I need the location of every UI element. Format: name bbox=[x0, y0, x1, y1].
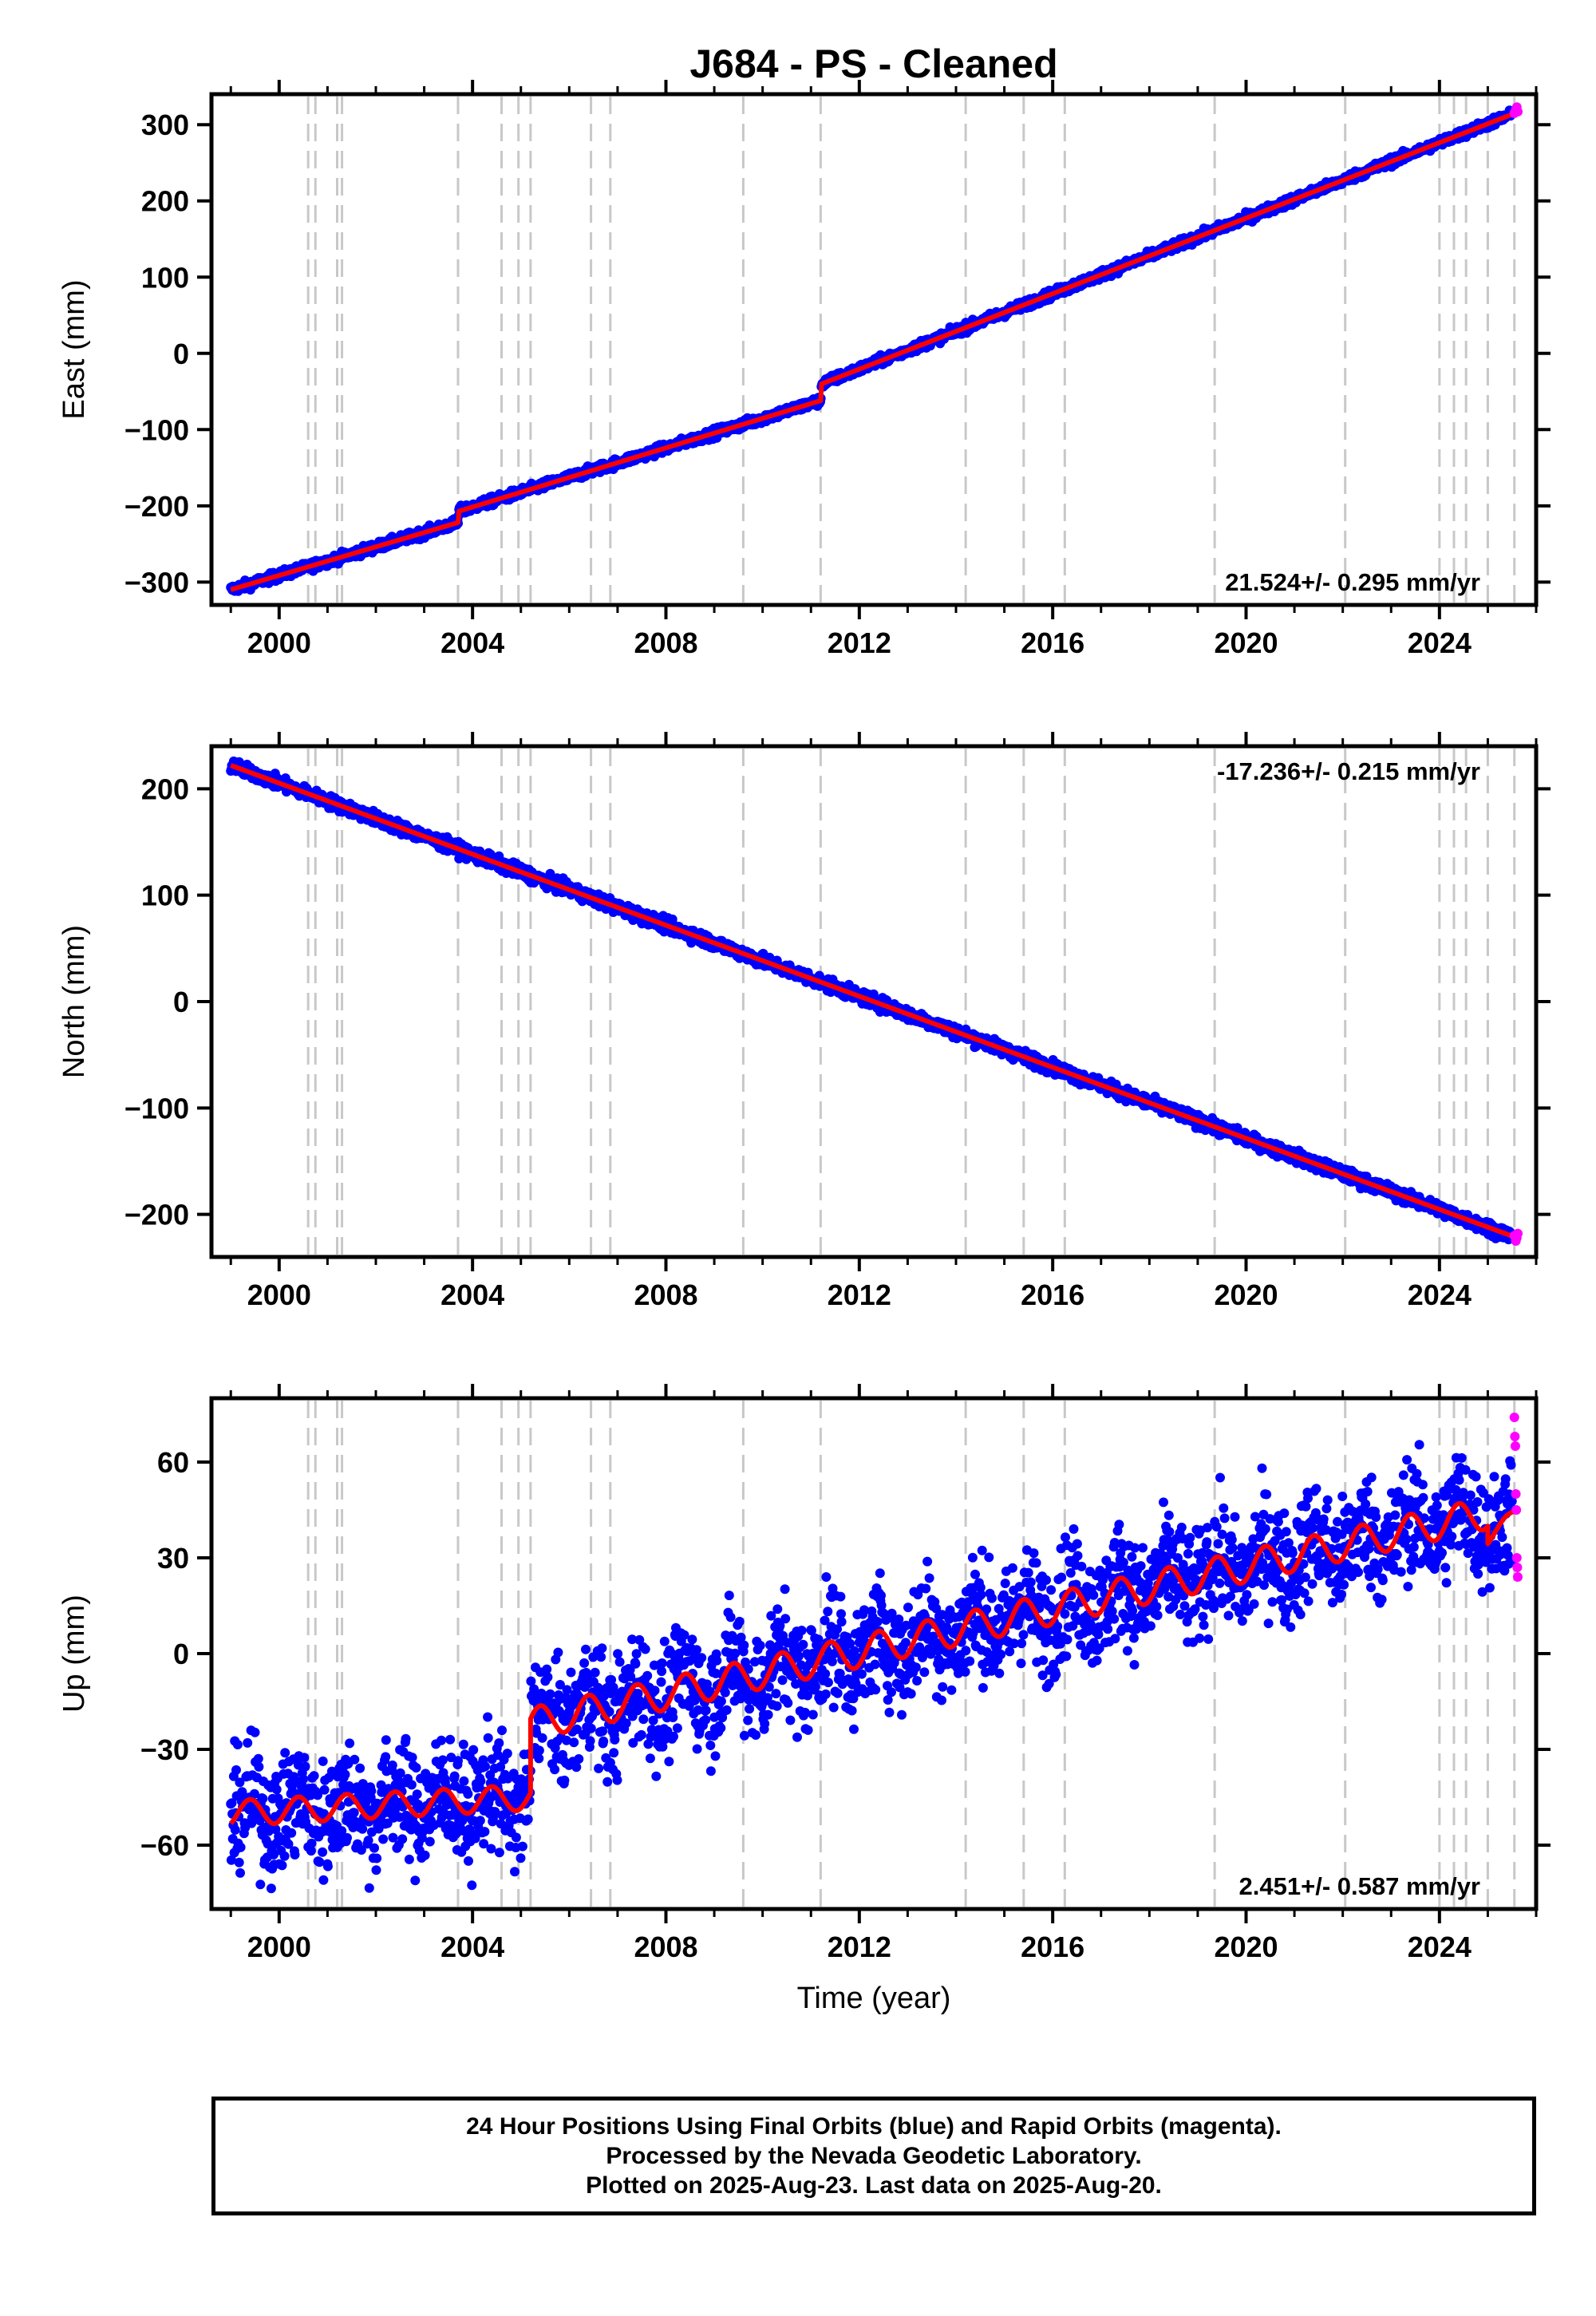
chart-title: J684 - PS - Cleaned bbox=[689, 41, 1057, 86]
y-tick-label: 200 bbox=[141, 185, 189, 218]
y-tick-label: 0 bbox=[173, 338, 189, 370]
rapid-orbit-points bbox=[1509, 102, 1523, 118]
x-tick-label: 2024 bbox=[1408, 626, 1472, 659]
plot-area bbox=[226, 756, 1523, 1246]
y-tick-label: −100 bbox=[124, 413, 189, 446]
x-tick-label: 2004 bbox=[440, 626, 504, 659]
y-tick-label: −300 bbox=[124, 566, 189, 599]
x-tick-label: 2000 bbox=[247, 626, 311, 659]
plot-frame bbox=[209, 92, 1539, 607]
x-tick-label: 2020 bbox=[1214, 626, 1278, 659]
x-tick-label: 2008 bbox=[634, 626, 697, 659]
x-tick-label: 2012 bbox=[828, 626, 891, 659]
model-fit-line bbox=[230, 110, 1518, 592]
rate-label: 21.524+/- 0.295 mm/yr bbox=[1225, 568, 1480, 596]
y-tick-label: −200 bbox=[124, 490, 189, 523]
x-tick-label: 2016 bbox=[1021, 626, 1084, 659]
plot-area bbox=[226, 102, 1523, 596]
final-orbit-points bbox=[226, 105, 1517, 596]
panel-north: 2000 2004 2008 2012 2016 2020 2024−200−1000100… bbox=[57, 732, 1551, 1311]
y-axis-label: East (mm) bbox=[57, 279, 91, 419]
y-tick-label: 300 bbox=[141, 109, 189, 141]
rapid-point bbox=[1512, 106, 1523, 117]
y-tick-label: 100 bbox=[141, 261, 189, 294]
panel-east: 2000 2004 2008 2012 2016 2020 2024−300−200−100… bbox=[57, 80, 1551, 659]
